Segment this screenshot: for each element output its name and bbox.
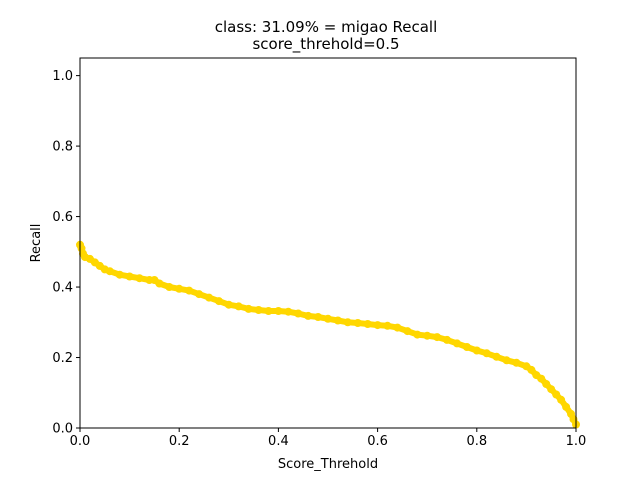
recall-data-point [552,390,561,399]
y-tick-label: 0.6 [52,210,73,225]
x-tick-label: 0.4 [268,434,289,449]
recall-data-point [175,284,184,293]
x-tick-label: 0.0 [70,434,91,449]
recall-data-point [165,283,174,291]
recall-data-point [264,307,273,315]
recall-data-point [205,293,213,302]
chart-subtitle: score_threhold=0.5 [252,35,399,54]
recall-data-point [423,331,432,340]
recall-data-point [462,343,471,351]
recall-data-point [482,349,491,358]
recall-data-point [403,327,412,336]
recall-data-point [115,270,124,279]
recall-data-point [105,267,114,276]
recall-data-point [413,330,422,339]
recall-data-point [557,395,566,404]
recall-data-point [314,313,323,321]
recall-data-point [343,318,352,327]
recall-data-point [155,279,164,288]
y-tick-label: 0.2 [52,351,73,366]
recall-data-point [244,304,253,313]
recall-data-point [527,365,536,374]
recall-data-point [353,319,362,327]
recall-data-point [363,320,372,328]
x-axis-ticks: 0.0 0.2 0.4 0.6 0.8 1.0 [70,428,587,449]
series-layer [76,240,580,429]
recall-data-point [383,321,392,330]
y-tick-label: 1.0 [52,69,73,84]
recall-data-point [453,339,461,348]
x-axis-label: Score_Threhold [278,457,378,472]
recall-data-point [224,300,233,309]
recall-data-point [547,385,556,394]
chart-title: class: 31.09% = migao Recall [215,18,438,36]
recall-data-point [393,323,402,332]
recall-data-point [502,356,511,365]
y-axis-ticks: 0.0 0.2 0.4 0.6 0.8 1.0 [52,69,80,437]
recall-data-point [195,290,203,299]
x-tick-label: 0.2 [169,434,190,449]
recall-data-point [324,314,332,323]
recall-data-point [512,358,521,367]
recall-data-point [492,352,501,361]
recall-data-point [542,380,551,388]
recall-data-point [254,306,263,314]
recall-data-point [284,307,293,316]
recall-data-point [333,316,342,325]
recall-data-point [274,307,283,315]
recall-data-point [304,311,313,320]
plot-area [80,58,576,428]
recall-data-point [562,402,571,411]
y-tick-label: 0.8 [52,140,73,155]
plot-frame [79,57,577,429]
recall-data-point [433,333,442,342]
y-tick-label: 0.4 [52,281,73,296]
recall-data-point [472,346,481,355]
recall-data-point [234,302,243,311]
x-tick-label: 0.6 [367,434,388,449]
recall-data-point [214,297,223,306]
recall-data-point [537,374,546,383]
recall-data-point [125,272,134,281]
x-tick-label: 0.8 [466,434,487,449]
recall-data-point [135,274,144,283]
y-axis-label: Recall [29,224,44,263]
recall-data-point [373,321,382,330]
recall-data-point [443,335,451,344]
x-tick-label: 1.0 [566,434,587,449]
recall-data-point [294,309,303,318]
y-tick-label: 0.0 [52,422,73,437]
recall-data-point [185,286,194,295]
